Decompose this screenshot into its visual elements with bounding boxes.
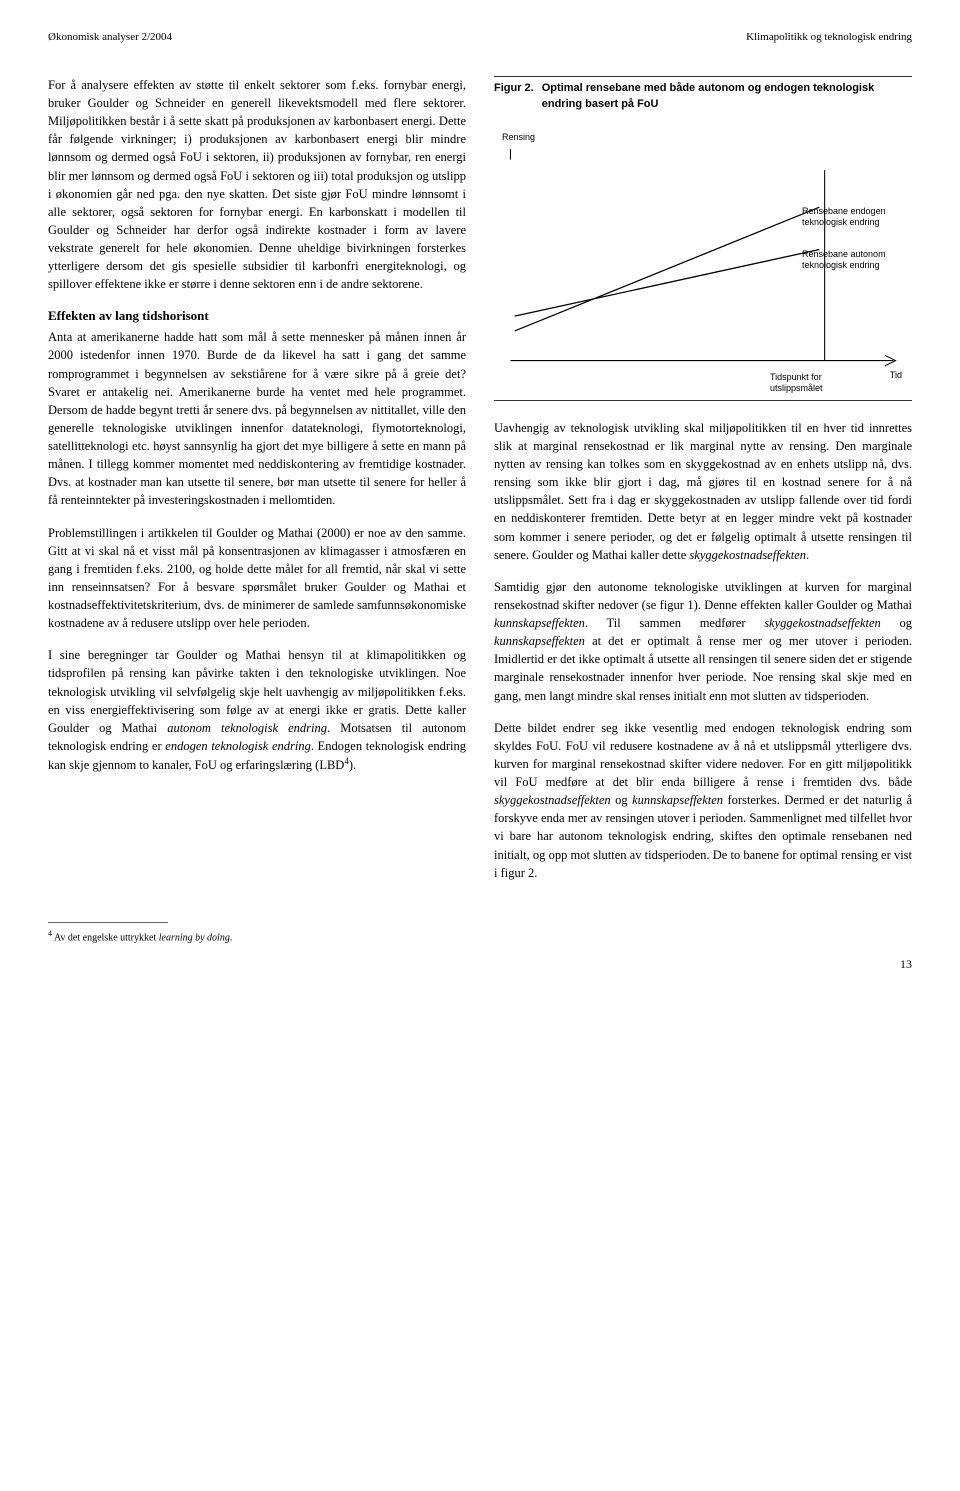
page-number: 13 bbox=[48, 956, 912, 973]
figure-label: Figur 2. bbox=[494, 81, 534, 113]
footnote-text: Av det engelske uttrykket bbox=[52, 932, 159, 943]
figure-2: Figur 2. Optimal rensebane med både auto… bbox=[494, 76, 912, 401]
body-paragraph: Samtidig gjør den autonome teknologiske … bbox=[494, 578, 912, 705]
two-column-layout: For å analysere effekten av støtte til e… bbox=[48, 76, 912, 896]
body-paragraph: I sine beregninger tar Goulder og Mathai… bbox=[48, 646, 466, 774]
body-paragraph: Dette bildet endrer seg ikke vesentlig m… bbox=[494, 719, 912, 882]
body-paragraph: Problemstillingen i artikkelen til Gould… bbox=[48, 524, 466, 633]
text-run: Uavhengig av teknologisk utvikling skal … bbox=[494, 421, 912, 562]
italic-term: skyggekostnadseffekten bbox=[494, 793, 611, 807]
figure-title: Optimal rensebane med både autonom og en… bbox=[542, 81, 912, 113]
body-paragraph: Uavhengig av teknologisk utvikling skal … bbox=[494, 419, 912, 564]
chart-y-axis-label: Rensing bbox=[502, 131, 535, 144]
text-run: Samtidig gjør den autonome teknologiske … bbox=[494, 580, 912, 612]
header-right: Klimapolitikk og teknologisk endring bbox=[746, 30, 912, 46]
text-run: . bbox=[806, 548, 809, 562]
text-run: Dette bildet endrer seg ikke vesentlig m… bbox=[494, 721, 912, 789]
chart-series-label-autonom: Rensebane autonom teknologisk endring bbox=[802, 249, 902, 271]
right-column: Figur 2. Optimal rensebane med både auto… bbox=[494, 76, 912, 896]
figure-caption: Figur 2. Optimal rensebane med både auto… bbox=[494, 76, 912, 113]
italic-term: skyggekostnadseffekten bbox=[764, 616, 881, 630]
body-paragraph: For å analysere effekten av støtte til e… bbox=[48, 76, 466, 294]
chart-deadline-label: Tidspunkt for utslippsmålet bbox=[770, 372, 850, 394]
italic-term: autonom teknologisk endring bbox=[167, 721, 327, 735]
chart-area: Rensing Rensebane endogen teknologisk en… bbox=[494, 121, 912, 401]
header-left: Økonomisk analyser 2/2004 bbox=[48, 30, 172, 46]
text-run: og bbox=[881, 616, 912, 630]
chart-x-axis-label: Tid bbox=[890, 369, 902, 382]
line-endogen bbox=[515, 207, 820, 331]
text-run: og bbox=[611, 793, 632, 807]
footnote-italic: learning by doing bbox=[159, 932, 230, 943]
italic-term: kunnskapseffekten bbox=[632, 793, 723, 807]
text-run: . Til sammen medfører bbox=[585, 616, 764, 630]
page-header: Økonomisk analyser 2/2004 Klimapolitikk … bbox=[48, 30, 912, 46]
left-column: For å analysere effekten av støtte til e… bbox=[48, 76, 466, 896]
italic-term: kunnskapseffekten bbox=[494, 616, 585, 630]
footnote: 4 Av det engelske uttrykket learning by … bbox=[48, 928, 912, 946]
line-autonom bbox=[515, 249, 820, 316]
chart-series-label-endogen: Rensebane endogen teknologisk endring bbox=[802, 206, 902, 228]
footnote-end: . bbox=[230, 932, 233, 943]
footnote-rule bbox=[48, 922, 168, 923]
body-paragraph: Anta at amerikanerne hadde hatt som mål … bbox=[48, 328, 466, 509]
italic-term: skyggekostnadseffekten bbox=[689, 548, 806, 562]
section-heading: Effekten av lang tidshorisont bbox=[48, 307, 466, 326]
italic-term: endogen teknologisk endring bbox=[165, 739, 311, 753]
italic-term: kunnskapseffekten bbox=[494, 634, 585, 648]
text-run: ). bbox=[349, 758, 356, 772]
